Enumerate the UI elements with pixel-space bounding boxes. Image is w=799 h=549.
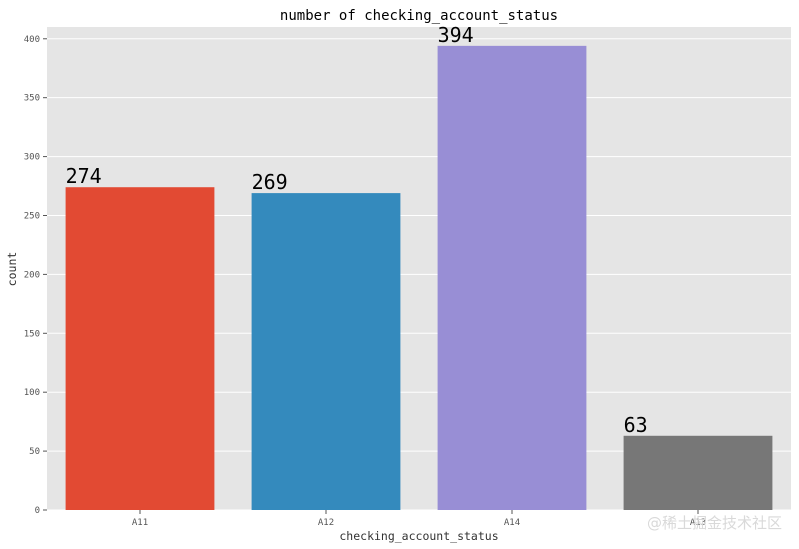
bar-value-labels: 274 269 394 63 (66, 23, 648, 437)
bar-a12 (251, 193, 401, 511)
bar-value-label: 394 (438, 23, 474, 47)
bar-value-label: 269 (252, 170, 288, 194)
y-tick-label: 300 (24, 153, 40, 163)
x-axis-ticks: A11 A12 A14 A13 (132, 510, 706, 528)
x-tick-label: A14 (504, 518, 520, 528)
x-axis-label: checking_account_status (339, 529, 498, 543)
y-tick-label: 250 (24, 211, 40, 221)
y-tick-label: 350 (24, 94, 40, 104)
y-tick-label: 0 (35, 506, 40, 516)
watermark: @稀土掘金技术社区 (647, 514, 782, 532)
bar-value-label: 274 (66, 164, 102, 188)
y-tick-label: 200 (24, 270, 40, 280)
y-tick-label: 150 (24, 329, 40, 339)
bar-a13 (623, 435, 773, 510)
y-tick-label: 50 (29, 447, 40, 457)
x-tick-label: A11 (132, 518, 148, 528)
y-axis-ticks: 0 50 100 150 200 250 300 350 400 (24, 35, 47, 516)
x-tick-label: A12 (318, 518, 334, 528)
x-tick-label: A13 (690, 518, 706, 528)
y-tick-label: 100 (24, 388, 40, 398)
bar-a14 (437, 45, 587, 510)
chart-title: number of checking_account_status (280, 8, 558, 24)
bars (65, 45, 773, 511)
y-axis-label: count (5, 252, 19, 287)
bar-value-label: 63 (624, 413, 648, 437)
y-tick-label: 400 (24, 35, 40, 45)
bar-a11 (65, 187, 215, 510)
